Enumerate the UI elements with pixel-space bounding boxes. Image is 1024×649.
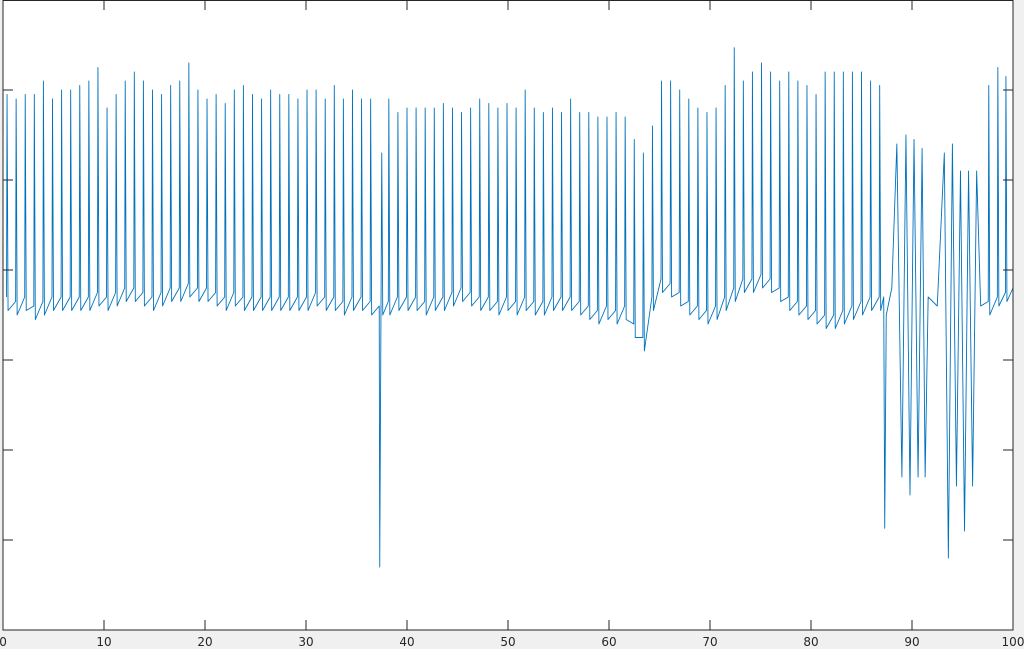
x-tick-label: 60 [601,635,616,649]
x-tick-label: 90 [904,635,919,649]
x-tick-label: 40 [399,635,414,649]
x-tick-label: 20 [197,635,212,649]
x-tick-label: 100 [1002,635,1024,649]
x-tick-label: 10 [96,635,111,649]
x-tick-label: 0 [0,635,7,649]
data-line [6,47,1014,568]
x-tick-label: 70 [702,635,717,649]
x-tick-label: 30 [298,635,313,649]
x-tick-label: 80 [803,635,818,649]
x-tick-label: 50 [500,635,515,649]
